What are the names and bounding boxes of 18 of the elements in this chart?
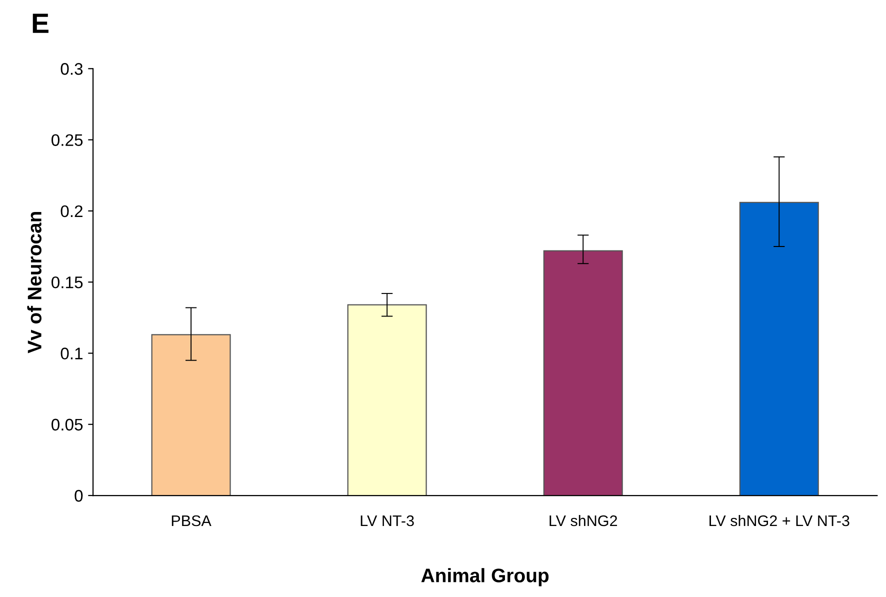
text: E [32,14,48,33]
x-tick-label: PBSA [172,515,212,526]
y-tick-label: 0.25 [52,134,83,146]
bar [151,334,231,496]
x-axis-title: Animal Group [421,568,549,586]
x-tick-label: LV NT-3 [360,515,414,526]
bar [739,202,819,496]
bar [347,304,427,496]
y-tick-label: 0.1 [60,348,82,360]
y-axis-title: Vv of Neurocan [27,212,42,354]
bar [543,250,623,496]
x-tick-label: LV shNG2 + LV NT-3 [710,514,850,526]
y-tick-label: 0.15 [52,276,83,288]
x-tick-label: LV shNG2 [550,514,618,526]
y-tick-label: 0.2 [60,205,82,218]
y-tick-label: 0 [74,490,83,502]
y-tick-label: 0.05 [52,418,83,431]
y-tick-label: 0.3 [60,63,83,75]
